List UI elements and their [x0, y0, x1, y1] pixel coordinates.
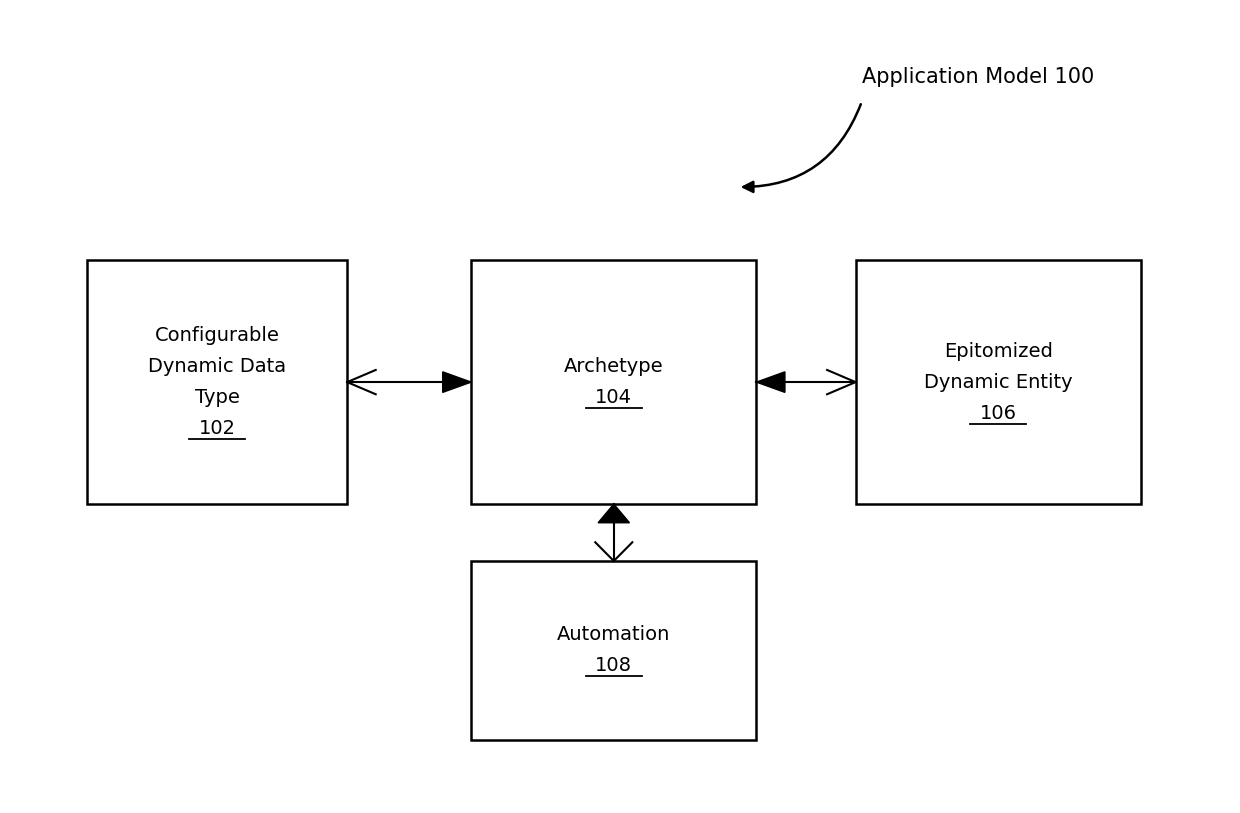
- Polygon shape: [756, 372, 785, 393]
- Text: 108: 108: [595, 656, 632, 676]
- Text: 104: 104: [595, 388, 632, 407]
- Polygon shape: [598, 504, 630, 523]
- FancyBboxPatch shape: [87, 260, 347, 504]
- Polygon shape: [443, 372, 471, 393]
- Text: Archetype: Archetype: [564, 357, 663, 376]
- Text: Configurable: Configurable: [155, 326, 279, 346]
- Text: Automation: Automation: [557, 625, 671, 645]
- Text: Type: Type: [195, 388, 239, 407]
- Text: Dynamic Entity: Dynamic Entity: [924, 372, 1073, 392]
- Text: 102: 102: [198, 419, 236, 438]
- FancyBboxPatch shape: [856, 260, 1141, 504]
- Text: 106: 106: [980, 403, 1017, 423]
- FancyBboxPatch shape: [471, 561, 756, 740]
- Text: Application Model 100: Application Model 100: [862, 67, 1094, 87]
- Text: Epitomized: Epitomized: [944, 341, 1053, 361]
- FancyBboxPatch shape: [471, 260, 756, 504]
- Text: Dynamic Data: Dynamic Data: [148, 357, 286, 376]
